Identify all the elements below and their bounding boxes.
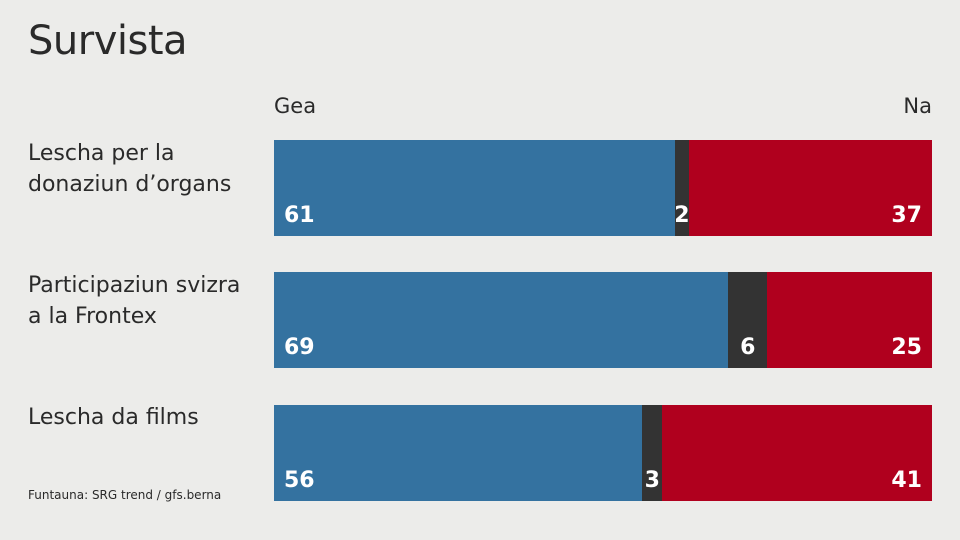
value-label-undecided: 2 [674,203,690,228]
chart-title: Survista [28,18,188,64]
bar-segment-yes: 69 [274,272,729,368]
value-label-undecided: 3 [644,468,660,493]
row-label-1-line-2: donaziun d’organs [28,172,232,197]
row-label-2-line-1: Participaziun svizra [28,273,241,298]
value-label-yes: 61 [284,203,315,228]
bar-segment-no: 25 [767,272,932,368]
row-label-2: Participaziun svizra a la Frontex [28,270,258,332]
value-label-yes: 69 [284,335,315,360]
source-note: Funtauna: SRG trend / gfs.berna [28,488,222,502]
bar-row-3: 56 3 41 [274,405,932,501]
bar-segment-undecided: 3 [642,405,663,501]
bar-segment-yes: 61 [274,140,676,236]
value-label-no: 41 [891,468,922,493]
bar-segment-undecided: 6 [728,272,768,368]
row-label-3-line-1: Lescha da films [28,405,199,430]
row-label-1-line-1: Lescha per la [28,141,175,166]
bar-segment-no: 41 [662,405,932,501]
value-label-undecided: 6 [740,335,756,360]
legend-no-label: Na [903,94,932,118]
row-label-1: Lescha per la donaziun d’organs [28,138,258,200]
value-label-no: 25 [891,335,922,360]
value-label-no: 37 [891,203,922,228]
row-label-3: Lescha da films [28,402,258,433]
bar-segment-yes: 56 [274,405,643,501]
row-label-2-line-2: a la Frontex [28,304,157,329]
bar-row-1: 61 2 37 [274,140,932,236]
value-label-yes: 56 [284,468,315,493]
bar-segment-no: 37 [688,140,932,236]
legend-yes-label: Gea [274,94,317,118]
bar-segment-undecided: 2 [674,140,690,236]
bar-row-2: 69 6 25 [274,272,932,368]
